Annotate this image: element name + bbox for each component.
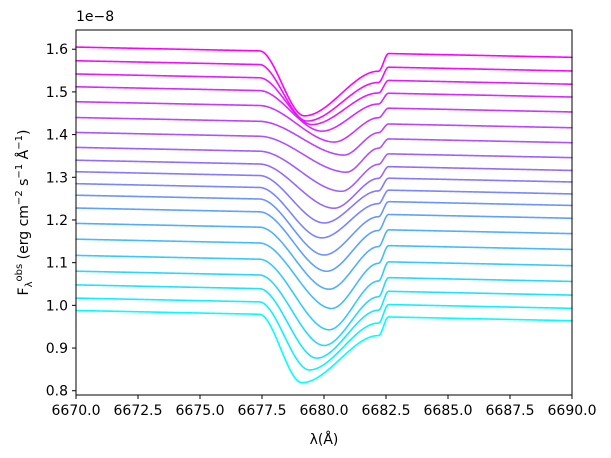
- x-tick-label: 6682.5: [362, 403, 411, 419]
- y-tick-label: 1.1: [46, 256, 68, 272]
- spectrum-line: [75, 159, 573, 210]
- x-tick-label: 6677.5: [238, 403, 287, 419]
- x-tick-label: 6680.0: [300, 403, 349, 419]
- y-tick-label: 1.6: [46, 42, 68, 58]
- x-tick-label: 6685.0: [424, 403, 473, 419]
- series-group: [75, 46, 573, 384]
- spectrum-line: [75, 309, 573, 384]
- spectrum-line: [75, 131, 573, 173]
- y-tick-label: 1.2: [46, 213, 68, 229]
- spectrum-line: [75, 146, 573, 193]
- y-tick-label: 1.3: [46, 170, 68, 186]
- spectrum-line: [75, 254, 573, 331]
- spectrum-line: [75, 222, 573, 291]
- spectrum-line: [75, 73, 573, 126]
- spectrum-line: [75, 46, 573, 117]
- spectrum-line: [75, 170, 573, 224]
- y-tick-label: 1.0: [46, 298, 68, 314]
- spectrum-line: [75, 270, 573, 347]
- y-tick-label: 1.5: [46, 85, 68, 101]
- y-axis-label: Fλobs (erg cm−2 s−1 Å−1): [14, 130, 35, 296]
- x-tick-label: 6672.5: [114, 403, 163, 419]
- x-tick-label: 6675.0: [176, 403, 225, 419]
- plot-frame: [75, 29, 573, 396]
- x-axis: 6670.0 6672.5 6675.0 6677.5 6680.0 6682.5 6685…: [52, 395, 597, 419]
- spectrum-line: [75, 100, 573, 143]
- spectrum-line: [75, 116, 573, 156]
- spectrum-line: [75, 284, 573, 359]
- spectrum-line: [75, 182, 573, 239]
- y-tick-label: 1.4: [46, 128, 68, 144]
- x-axis-label: λ(Å): [310, 431, 339, 448]
- x-tick-label: 6690.0: [548, 403, 597, 419]
- y-tick-label: 0.9: [46, 341, 68, 357]
- y-offset-label: 1e−8: [76, 9, 114, 25]
- spectrum-line: [75, 194, 573, 256]
- spectrum-line: [75, 207, 573, 273]
- spectrum-line: [75, 85, 573, 132]
- y-tick-label: 0.8: [46, 384, 68, 400]
- spectrum-line: [75, 238, 573, 310]
- y-axis: 0.8 0.9 1.0 1.1 1.2 1.3 1.4 1.5 1.6: [46, 42, 76, 400]
- spectrum-line: [75, 297, 573, 371]
- x-tick-label: 6687.5: [486, 403, 535, 419]
- spectrum-line: [75, 59, 573, 122]
- x-tick-label: 6670.0: [52, 403, 101, 419]
